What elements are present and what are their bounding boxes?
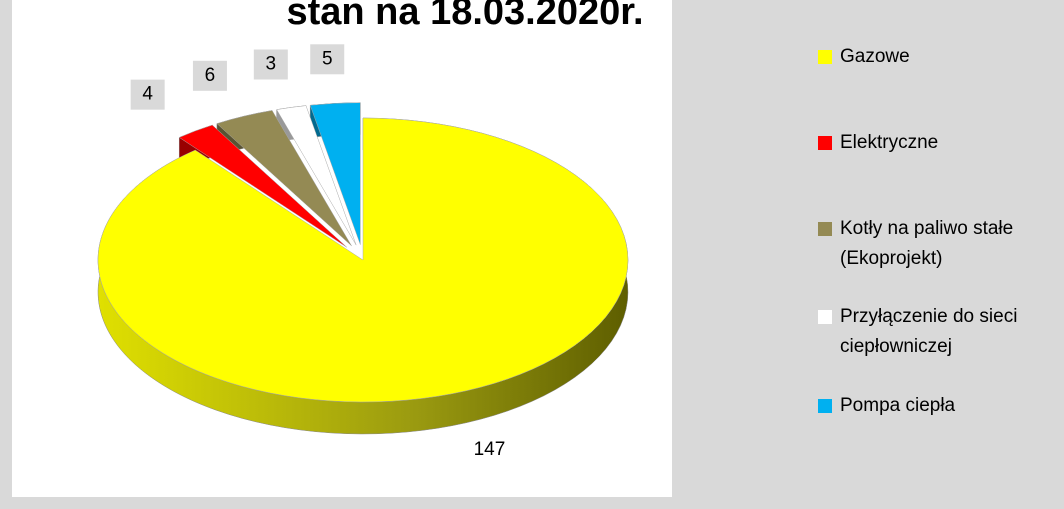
legend-item: Przyłączenie do sieci ciepłowniczej <box>818 302 1064 362</box>
legend-label: Pompa ciepła <box>840 395 956 416</box>
slice <box>216 110 352 247</box>
slice <box>276 105 357 246</box>
slice <box>97 117 629 403</box>
slice <box>178 124 348 248</box>
legend-swatch <box>818 50 832 64</box>
data-label: 4 <box>142 84 153 105</box>
slice <box>309 102 361 245</box>
legend-label: Kotły na paliwo stałe (Ekoprojekt) <box>840 218 1014 269</box>
legend: Gazowe Elektryczne Kotły na paliwo stałe (… <box>818 0 1064 509</box>
data-label: 6 <box>205 65 216 86</box>
legend-item: Pompa ciepła <box>818 391 1064 421</box>
label-box <box>253 49 288 80</box>
legend-item: Kotły na paliwo stałe (Ekoprojekt) <box>818 214 1064 274</box>
legend-swatch <box>818 136 832 150</box>
legend-label: Przyłączenie do sieci ciepłowniczej <box>840 306 1018 357</box>
label-box <box>192 60 227 91</box>
data-label: 3 <box>266 54 277 75</box>
legend-item: Elektryczne <box>818 128 1064 158</box>
legend-swatch <box>818 222 832 236</box>
label-box <box>310 44 345 75</box>
label-box <box>130 79 165 110</box>
legend-swatch <box>818 399 832 413</box>
legend-item: Gazowe <box>818 42 1064 72</box>
data-label: 5 <box>322 48 333 69</box>
legend-label: Elektryczne <box>840 132 939 153</box>
data-label: 147 <box>474 439 506 460</box>
legend-swatch <box>818 310 832 324</box>
legend-label: Gazowe <box>840 46 910 67</box>
chart-title: stan na 18.03.2020r. <box>286 0 643 33</box>
